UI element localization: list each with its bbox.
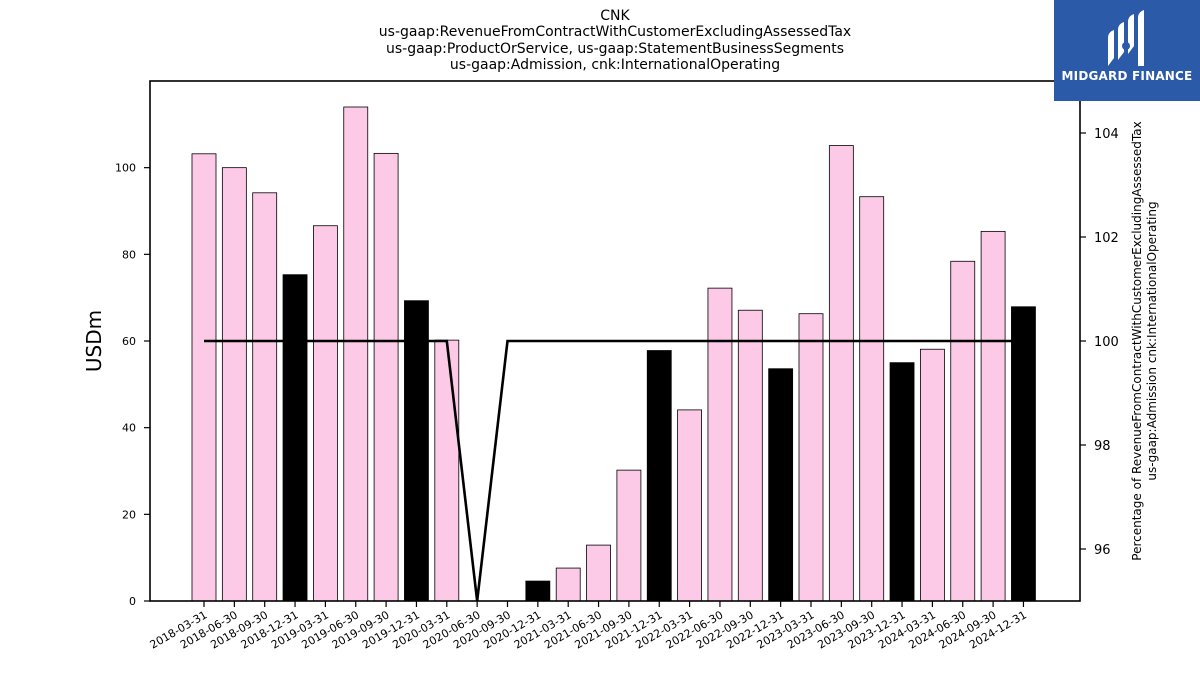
bar-2024-03-31 bbox=[920, 348, 945, 602]
bar-2020-12-31 bbox=[525, 580, 551, 602]
bar-2021-06-30 bbox=[586, 544, 611, 602]
bar-2023-12-31 bbox=[889, 362, 915, 602]
y-left-tick-label-0: 0 bbox=[129, 595, 136, 608]
logo-text: MIDGARD FINANCE bbox=[1061, 69, 1193, 83]
bar-2018-03-31 bbox=[191, 153, 217, 602]
y-left-tick-label-80: 80 bbox=[122, 248, 136, 261]
y-right-tick-label-98: 98 bbox=[1094, 439, 1111, 454]
bar-2019-09-30 bbox=[373, 152, 399, 602]
y-right-tick-label-102: 102 bbox=[1094, 231, 1119, 246]
y-left-tick-label-20: 20 bbox=[122, 508, 136, 521]
bar-2023-09-30 bbox=[859, 196, 885, 602]
bar-2019-06-30 bbox=[343, 106, 369, 602]
bar-2022-03-31 bbox=[677, 409, 702, 602]
chart-title: CNK us-gaap:RevenueFromContractWithCusto… bbox=[379, 8, 851, 73]
bar-2018-06-30 bbox=[221, 167, 247, 602]
bar-2020-03-31 bbox=[434, 339, 460, 602]
bar-2019-03-31 bbox=[312, 225, 338, 602]
bar-2023-06-30 bbox=[828, 145, 854, 602]
bar-2019-12-31 bbox=[404, 300, 429, 602]
bar-2021-12-31 bbox=[646, 350, 672, 602]
y-left-tick-label-60: 60 bbox=[122, 335, 136, 348]
midgard-logo-icon bbox=[1108, 10, 1144, 66]
bar-2021-09-30 bbox=[616, 469, 642, 602]
bar-2021-03-31 bbox=[555, 567, 581, 602]
percentage-line-series bbox=[204, 339, 1024, 602]
title-line-1: CNK bbox=[600, 8, 630, 24]
bar-2024-12-31 bbox=[1011, 306, 1036, 602]
x-axis-ticks: 2018-03-312018-06-302018-09-302018-12-31… bbox=[148, 601, 1029, 652]
title-line-4: us-gaap:Admission, cnk:InternationalOper… bbox=[450, 57, 780, 73]
title-line-3: us-gaap:ProductOrService, us-gaap:Statem… bbox=[386, 41, 844, 57]
y-right-tick-label-104: 104 bbox=[1094, 127, 1119, 142]
y-left-tick-label-100: 100 bbox=[115, 162, 136, 175]
y-left-tick-label-40: 40 bbox=[122, 422, 136, 435]
y-axis-right-label-line-1: Percentage of RevenueFromContractWithCus… bbox=[1130, 121, 1144, 560]
y-axis-left-label: USDm bbox=[82, 310, 106, 372]
bar-2022-06-30 bbox=[707, 287, 733, 602]
y-right-tick-label-100: 100 bbox=[1094, 335, 1119, 350]
bar-2024-06-30 bbox=[950, 260, 976, 602]
midgard-finance-logo: MIDGARD FINANCE bbox=[1054, 0, 1200, 101]
y-axis-right-label: Percentage of RevenueFromContractWithCus… bbox=[1130, 121, 1159, 560]
y-axis-right-ticks: 96 98 100 102 104 bbox=[1080, 127, 1119, 558]
y-axis-right-label-line-2: us-gaap:Admission cnk:InternationalOpera… bbox=[1145, 201, 1159, 480]
y-axis-left-ticks: 0 20 40 60 80 100 bbox=[115, 162, 150, 608]
bar-2018-12-31 bbox=[282, 274, 308, 602]
bar-2024-09-30 bbox=[980, 230, 1006, 602]
bar-series bbox=[191, 106, 1036, 602]
percentage-line bbox=[204, 339, 1024, 602]
bar-2022-09-30 bbox=[737, 309, 763, 602]
title-line-2: us-gaap:RevenueFromContractWithCustomerE… bbox=[379, 24, 851, 40]
bar-2018-09-30 bbox=[252, 192, 278, 602]
bar-2022-12-31 bbox=[768, 368, 794, 602]
bar-2023-03-31 bbox=[798, 313, 824, 602]
y-right-tick-label-96: 96 bbox=[1094, 543, 1111, 558]
